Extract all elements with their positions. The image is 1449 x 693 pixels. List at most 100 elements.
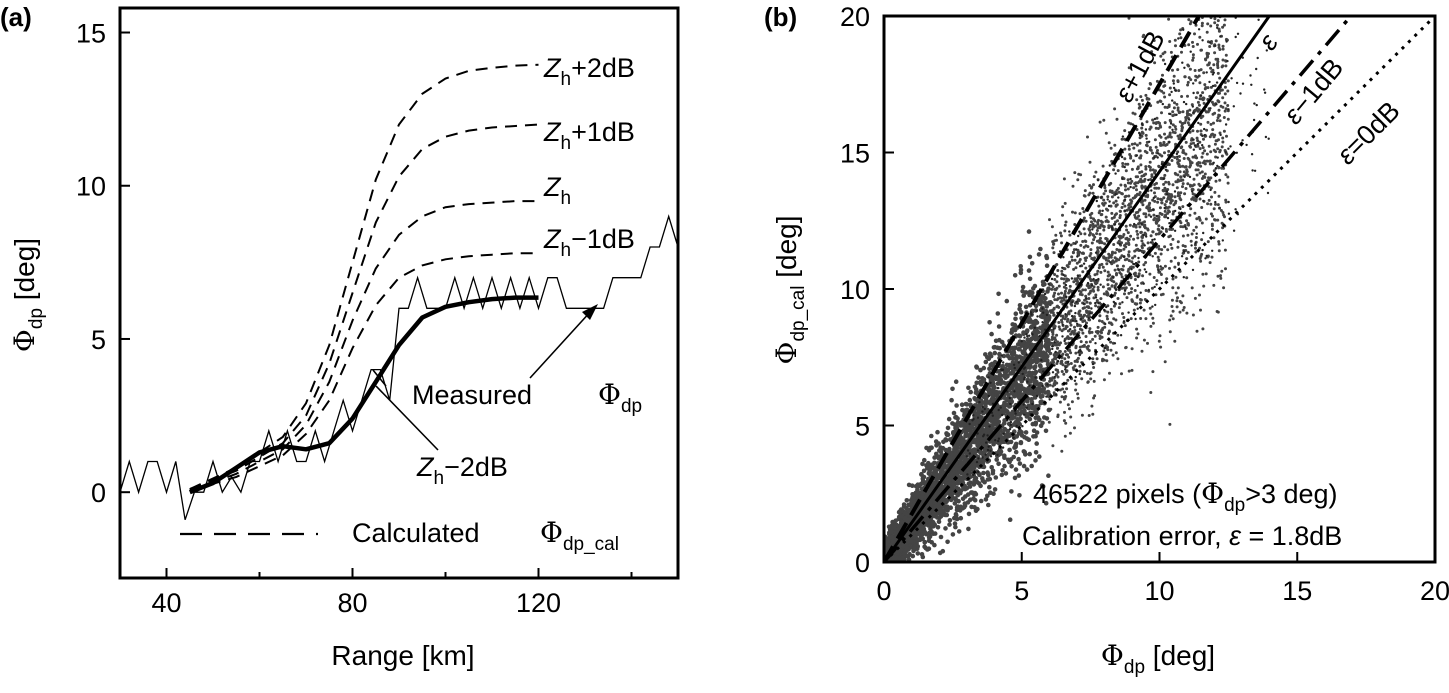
scatter-point: [1153, 276, 1156, 279]
scatter-point: [1203, 83, 1206, 86]
scatter-point: [1089, 248, 1092, 251]
scatter-point: [1209, 135, 1212, 138]
scatter-point: [1123, 292, 1126, 295]
scatter-point: [1134, 181, 1137, 184]
scatter-point: [1169, 235, 1172, 238]
scatter-point: [1048, 380, 1051, 383]
scatter-point: [916, 482, 921, 487]
scatter-point: [1077, 251, 1080, 254]
scatter-point: [994, 475, 999, 480]
scatter-point: [920, 462, 925, 467]
scatter-point: [1212, 63, 1215, 66]
scatter-point: [1144, 261, 1147, 264]
scatter-point: [1090, 371, 1093, 374]
y-tick-label: 0: [91, 478, 106, 508]
scatter-point: [1144, 212, 1147, 215]
scatter-point: [1115, 282, 1118, 285]
scatter-point: [1025, 467, 1030, 472]
scatter-point: [1035, 320, 1040, 325]
scatter-point: [1091, 357, 1094, 360]
scatter-point: [1103, 378, 1106, 381]
scatter-point: [1078, 289, 1081, 292]
scatter-point: [1029, 337, 1034, 342]
scatter-point: [1028, 417, 1033, 422]
scatter-point: [1183, 157, 1186, 160]
scatter-point: [1114, 269, 1117, 272]
scatter-point: [1201, 327, 1204, 330]
scatter-point: [1122, 235, 1125, 238]
scatter-point: [1215, 3, 1218, 6]
scatter-point: [1070, 255, 1073, 258]
scatter-point: [1074, 211, 1077, 214]
scatter-point: [1165, 7, 1168, 10]
scatter-point: [1112, 201, 1115, 204]
scatter-point: [1053, 380, 1056, 383]
scatter-point: [910, 483, 915, 488]
scatter-point: [1136, 144, 1139, 147]
scatter-point: [1217, 19, 1220, 22]
scatter-point: [1106, 278, 1109, 281]
scatter-point: [1009, 489, 1014, 494]
scatter-point: [1186, 114, 1189, 117]
scatter-point: [983, 404, 988, 409]
scatter-point: [1133, 250, 1136, 253]
scatter-point: [1113, 305, 1116, 308]
scatter-point: [1132, 238, 1135, 241]
scatter-point: [1171, 305, 1174, 308]
scatter-point: [1205, 129, 1208, 132]
scatter-point: [1114, 292, 1117, 295]
scatter-point: [1144, 94, 1147, 97]
scatter-point: [1121, 162, 1124, 165]
scatter-point: [1188, 109, 1191, 112]
label-phi-dp-cal: Φdp_cal: [540, 516, 619, 555]
scatter-point: [1055, 334, 1058, 337]
scatter-point: [1102, 266, 1105, 269]
scatter-point: [1140, 299, 1143, 302]
scatter-point: [1069, 321, 1072, 324]
scatter-point: [1182, 110, 1185, 113]
scatter-point: [1126, 296, 1129, 299]
scatter-point: [1168, 319, 1171, 322]
scatter-point: [1140, 127, 1143, 130]
scatter-point: [1059, 401, 1062, 404]
scatter-point: [1052, 333, 1055, 336]
scatter-point: [1062, 328, 1065, 331]
scatter-point: [1159, 198, 1162, 201]
scatter-point: [916, 551, 921, 556]
scatter-point: [1191, 129, 1194, 132]
scatter-point: [1200, 206, 1203, 209]
scatter-point: [1202, 71, 1205, 74]
scatter-point: [987, 320, 992, 325]
scatter-point: [1085, 335, 1088, 338]
scatter-point: [921, 476, 926, 481]
scatter-point: [1089, 340, 1092, 343]
scatter-point: [1143, 339, 1146, 342]
scatter-point: [1179, 36, 1182, 39]
scatter-point: [1178, 32, 1181, 35]
scatter-point: [1055, 305, 1058, 308]
scatter-point: [1172, 131, 1175, 134]
scatter-point: [1194, 297, 1197, 300]
scatter-point: [1083, 319, 1086, 322]
scatter-point: [1119, 210, 1122, 213]
scatter-point: [982, 450, 987, 455]
scatter-point: [1182, 244, 1185, 247]
scatter-point: [1140, 201, 1143, 204]
scatter-point: [1115, 200, 1118, 203]
scatter-point: [1073, 171, 1076, 174]
scatter-point: [1218, 243, 1221, 246]
scatter-point: [1059, 362, 1062, 365]
scatter-point: [1127, 253, 1130, 256]
scatter-point: [1147, 98, 1150, 101]
scatter-point: [927, 465, 932, 470]
scatter-point: [1083, 194, 1086, 197]
scatter-point: [1163, 133, 1166, 136]
scatter-point: [1139, 191, 1142, 194]
scatter-point: [1191, 286, 1194, 289]
scatter-point: [1181, 185, 1184, 188]
scatter-point: [1102, 199, 1105, 202]
scatter-point: [1188, 145, 1191, 148]
scatter-point: [991, 469, 996, 474]
scatter-point: [941, 549, 946, 554]
